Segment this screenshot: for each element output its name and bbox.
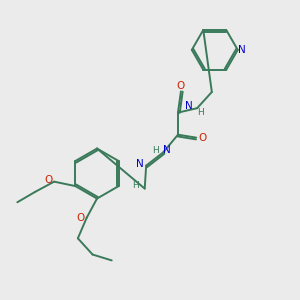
- Text: O: O: [44, 175, 52, 185]
- Text: N: N: [163, 145, 171, 155]
- Text: O: O: [76, 213, 84, 223]
- Text: O: O: [177, 81, 185, 91]
- Text: N: N: [136, 159, 144, 169]
- Text: O: O: [199, 133, 207, 142]
- Text: H: H: [198, 107, 204, 116]
- Text: H: H: [152, 146, 159, 155]
- Text: H: H: [133, 181, 139, 190]
- Text: N: N: [238, 45, 245, 55]
- Text: N: N: [185, 101, 193, 111]
